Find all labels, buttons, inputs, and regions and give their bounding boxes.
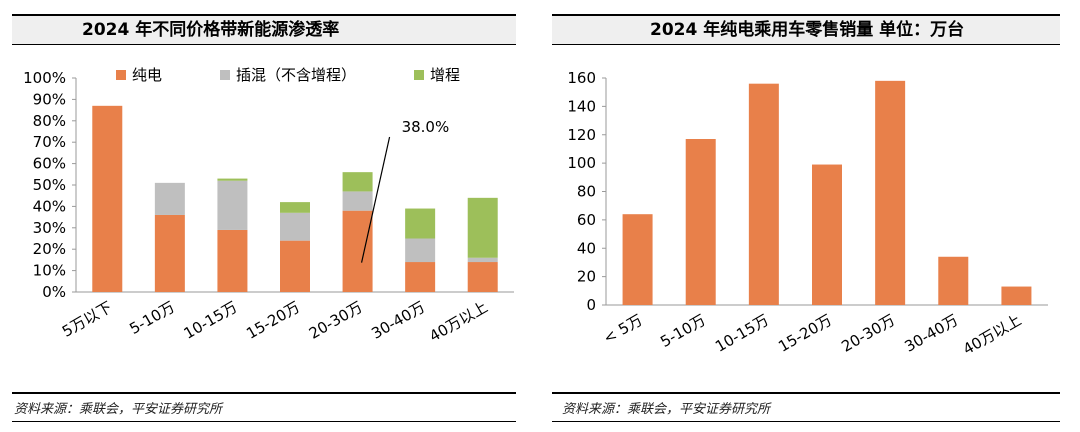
- y-tick-label: 50%: [33, 176, 66, 194]
- chart-title: 2024 年不同价格带新能源渗透率: [82, 20, 340, 40]
- footer-bottom-rule: [12, 421, 516, 422]
- y-tick-label: 90%: [33, 90, 66, 108]
- bar-segment: [217, 229, 248, 292]
- legend-swatch: [220, 70, 230, 80]
- legend-swatch: [414, 70, 424, 80]
- x-tick-label: 20-30万: [838, 311, 898, 356]
- footer-divider: [552, 392, 1060, 394]
- y-tick-label: 80: [577, 183, 596, 201]
- x-tick-label: 40万以上: [960, 311, 1025, 359]
- y-tick-label: 40%: [33, 197, 66, 215]
- sales-chart-panel: 2024 年纯电乘用车零售销量 单位：万台 0 20 40 60 80 100 120 140…: [548, 0, 1080, 430]
- bar-segment: [342, 210, 373, 292]
- annotation-leader: [360, 136, 391, 263]
- x-tick-label: 5-10万: [657, 311, 708, 351]
- bar-segment: [92, 105, 123, 292]
- bar-segment: [280, 240, 310, 292]
- y-tick-label: 60%: [33, 155, 66, 173]
- bar-segment: [280, 212, 310, 241]
- x-tick-label: 15-20万: [243, 298, 303, 343]
- x-tick-label: 30-40万: [902, 311, 962, 356]
- chart-title: 2024 年纯电乘用车零售销量 单位：万台: [650, 20, 965, 40]
- y-tick-label: 100%: [23, 69, 66, 87]
- footer-bottom-rule: [552, 421, 1060, 422]
- bar: [812, 164, 842, 305]
- x-tick-label: 15-20万: [775, 311, 835, 356]
- y-tick-label: 10%: [33, 262, 66, 280]
- bar-chart: 0 20 40 60 80 100 120 140 160 < 5万 5-10万 10-15万 15-2…: [567, 69, 1048, 359]
- footer-divider: [12, 392, 516, 394]
- bar-segment: [467, 262, 498, 292]
- legend-swatch: [116, 70, 126, 80]
- y-tick-label: 0: [586, 296, 596, 314]
- source-note: 资料来源：乘联会，平安证券研究所: [14, 402, 223, 417]
- bar-segment: [217, 178, 248, 181]
- x-tick-label: 30-40万: [368, 298, 428, 343]
- legend-label: 插混（不含增程）: [236, 66, 356, 84]
- x-tick-label: 10-15万: [712, 311, 772, 356]
- legend-label: 纯电: [132, 66, 162, 84]
- bar: [748, 83, 779, 305]
- source-note: 资料来源：乘联会，平安证券研究所: [562, 402, 771, 417]
- bar-segment: [154, 214, 185, 292]
- x-tick-label: 40万以上: [426, 298, 491, 346]
- x-tick-label: 20-30万: [306, 298, 366, 343]
- bar-segment: [467, 257, 498, 263]
- bar: [685, 139, 716, 305]
- bar-segment: [280, 202, 310, 213]
- stacked-bar-chart: 0% 10% 20% 30% 40% 50% 60% 70% 80% 90% 100% 纯电 插混（不含…: [23, 66, 514, 346]
- bar: [1001, 286, 1032, 305]
- bar-segment: [154, 182, 185, 215]
- annotation-label: 38.0%: [402, 118, 450, 136]
- chart-title-bar: 2024 年不同价格带新能源渗透率: [12, 14, 516, 45]
- bar-segment: [217, 180, 248, 230]
- x-tick-label: 5万以下: [59, 298, 115, 341]
- bar-segment: [342, 172, 373, 192]
- y-tick-label: 30%: [33, 219, 66, 237]
- y-tick-label: 60: [577, 211, 596, 229]
- bar-segment: [467, 197, 498, 258]
- y-tick-label: 140: [567, 97, 596, 115]
- bar: [622, 214, 653, 305]
- y-tick-label: 20%: [33, 240, 66, 258]
- bar-segment: [405, 208, 436, 239]
- y-tick-label: 20: [577, 268, 596, 286]
- y-tick-label: 0%: [42, 283, 66, 301]
- y-tick-label: 100: [567, 154, 596, 172]
- y-tick-label: 120: [567, 126, 596, 144]
- y-tick-label: 80%: [33, 112, 66, 130]
- legend-label: 增程: [430, 66, 460, 84]
- penetration-chart-panel: 2024 年不同价格带新能源渗透率 0% 10% 20% 30% 40% 50% 60% 70…: [0, 0, 530, 430]
- x-tick-label: < 5万: [600, 311, 645, 348]
- bar-segment: [405, 262, 436, 292]
- bar: [938, 256, 969, 305]
- chart-title-bar: 2024 年纯电乘用车零售销量 单位：万台: [552, 14, 1060, 45]
- bar-segment: [342, 191, 373, 211]
- bar: [875, 80, 906, 306]
- y-tick-label: 160: [567, 69, 596, 87]
- x-tick-label: 5-10万: [126, 298, 177, 338]
- y-tick-label: 40: [577, 239, 596, 257]
- x-tick-label: 10-15万: [181, 298, 241, 343]
- y-tick-label: 70%: [33, 133, 66, 151]
- bar-segment: [405, 238, 436, 263]
